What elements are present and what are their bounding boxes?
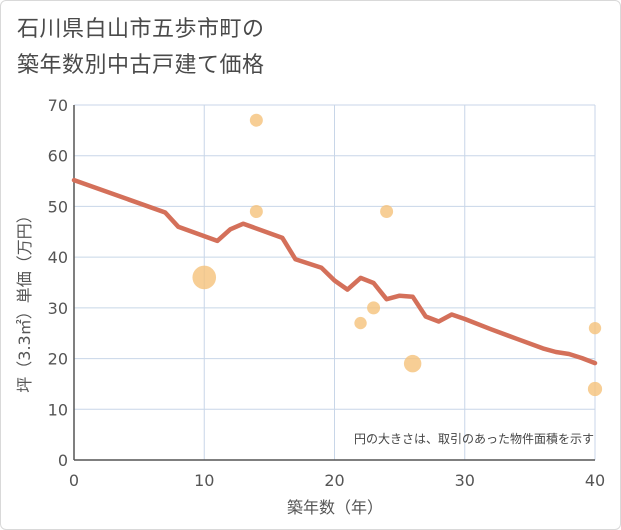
grid-lines	[74, 104, 596, 460]
chart-title: 石川県白山市五歩市町の 築年数別中古戸建て価格	[17, 12, 265, 84]
data-point	[354, 316, 367, 330]
data-point	[588, 321, 602, 335]
data-points	[192, 113, 603, 397]
data-point	[587, 381, 603, 397]
axes	[73, 105, 595, 461]
y-tick-label: 0	[58, 451, 68, 470]
x-tick-label: 20	[324, 471, 344, 490]
y-tick-label: 30	[48, 299, 68, 318]
y-tick-label: 10	[48, 400, 68, 419]
size-note: 円の大きさは、取引のあった物件面積を示す	[354, 431, 594, 446]
data-point	[367, 301, 381, 315]
x-tick-label: 40	[585, 471, 605, 490]
y-tick-label: 60	[48, 147, 68, 166]
y-axis-label: 坪（3.3㎡）単価（万円）	[15, 207, 34, 392]
data-point	[403, 354, 422, 373]
y-tick-label: 70	[48, 96, 68, 115]
y-tick-label: 40	[48, 248, 68, 267]
title-line-1: 石川県白山市五歩市町の	[17, 17, 265, 42]
x-tick-label: 10	[194, 471, 214, 490]
trend-line-group	[71, 177, 598, 366]
title-line-2: 築年数別中古戸建て価格	[17, 53, 265, 78]
x-axis-label: 築年数（年）	[287, 498, 383, 517]
data-point	[249, 205, 263, 218]
data-point	[249, 113, 263, 127]
x-tick-label: 30	[455, 471, 475, 490]
data-point	[192, 265, 217, 290]
x-tick-label: 0	[69, 471, 79, 490]
y-tick-label: 20	[48, 350, 68, 369]
y-tick-label: 50	[48, 197, 68, 216]
tick-labels: 0 10 20 30 40 0 10 20 30 40 50 60 70	[48, 96, 606, 490]
data-point	[380, 205, 394, 218]
trend-line	[71, 177, 598, 366]
